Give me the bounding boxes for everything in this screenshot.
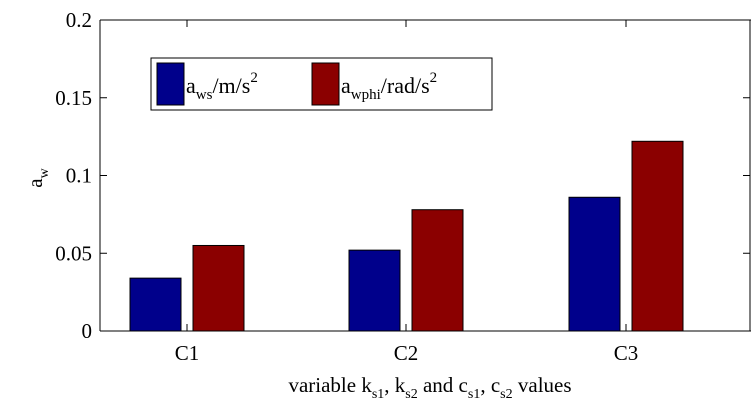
legend-1-sub: ws [196,87,213,103]
x-tick-label-c2: C2 [394,341,419,365]
y-tick-label: 0 [82,319,93,343]
x-axis-label-sub2: s2 [405,387,417,402]
legend-2-rest: /rad/s [381,73,430,98]
bar-series-1-c1 [130,278,181,331]
bar-series-2-c1 [193,245,244,331]
y-axis-label: aw [23,167,52,187]
legend-2-sup: 2 [430,70,438,86]
bar-series-1-c2 [349,250,400,331]
x-axis-label-part4: , c [480,373,500,397]
y-tick-label: 0.05 [55,241,92,265]
x-axis-label-sub3: s1 [468,387,480,402]
y-tick-label: 0.15 [55,86,92,110]
x-axis-label: variable ks1, ks2 and cs1, cs2 values [288,373,571,402]
x-tick-label-c3: C3 [614,341,639,365]
legend-1-rest: /m/s [212,73,250,98]
y-tick-label: 0.2 [66,8,92,32]
y-tick-label: 0.1 [66,164,92,188]
x-axis-label-sub1: s1 [372,387,384,402]
legend: aws/m/s2 awphi/rad/s2 [151,58,492,110]
x-tick-label-c1: C1 [175,341,200,365]
x-axis-label-part1: variable k [288,373,372,397]
legend-swatch-series-1 [157,63,184,105]
x-axis-label-sub4: s2 [500,387,512,402]
bar-series-2-c3 [632,141,683,331]
legend-swatch-series-2 [312,63,339,105]
bar-series-1-c3 [569,197,620,331]
legend-2-sub: wphi [351,87,381,103]
x-axis-label-part2: , k [384,373,406,397]
bar-series-2-c2 [412,210,463,331]
x-axis-label-part3: and c [418,373,468,397]
y-axis-label-sub: w [37,167,52,178]
legend-2-main: a [341,73,351,98]
legend-1-sup: 2 [250,70,258,86]
legend-1-main: a [186,73,196,98]
x-axis-label-part5: values [513,373,572,397]
